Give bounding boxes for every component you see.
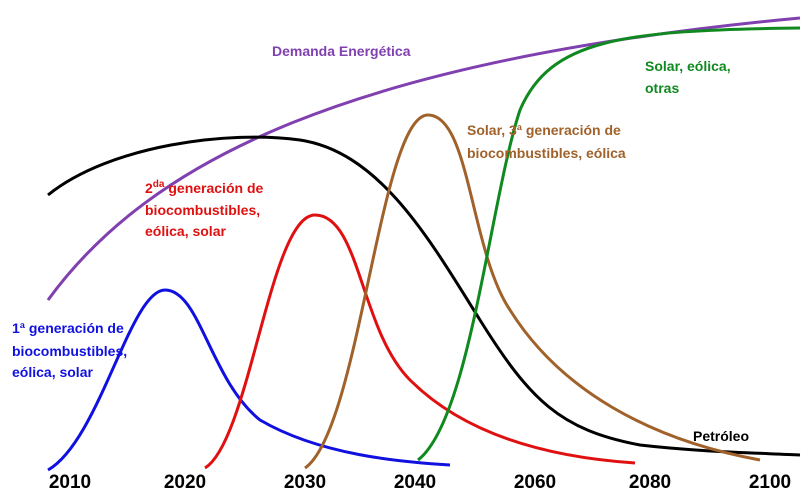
year-label: 2030 <box>284 472 326 493</box>
year-label: 2040 <box>394 472 436 493</box>
year-label: 2080 <box>629 472 671 493</box>
first-gen-label: eólica, solar <box>12 364 93 380</box>
year-label: 2100 <box>749 472 791 493</box>
first-gen-label: 1ª generación de <box>12 320 124 336</box>
renewables-label: Solar, eólica, <box>645 58 731 74</box>
year-label: 2020 <box>164 472 206 493</box>
second-gen-curve <box>204 213 636 470</box>
renewables-label: otras <box>645 80 679 96</box>
demand-label: Demanda Energética <box>272 43 411 59</box>
third-gen-label: Solar, 3ª generación de <box>467 122 621 138</box>
first-gen-curve <box>47 288 451 472</box>
text: da <box>153 179 165 190</box>
third-gen-curve <box>304 113 761 470</box>
oil-curve <box>47 135 801 457</box>
second-gen-label: eólica, solar <box>145 223 226 239</box>
oil-label: Petróleo <box>693 428 749 444</box>
third-gen-label: biocombustibles, eólica <box>467 145 626 161</box>
year-label: 2010 <box>49 472 91 493</box>
text: 2 <box>145 180 153 196</box>
second-gen-label: biocombustibles, <box>145 202 260 218</box>
first-gen-label: biocombustibles, <box>12 343 127 359</box>
text: generación de <box>164 180 263 196</box>
year-label: 2060 <box>514 472 556 493</box>
renewables-curve <box>417 26 801 462</box>
second-gen-label: 2da generación de <box>145 179 263 196</box>
